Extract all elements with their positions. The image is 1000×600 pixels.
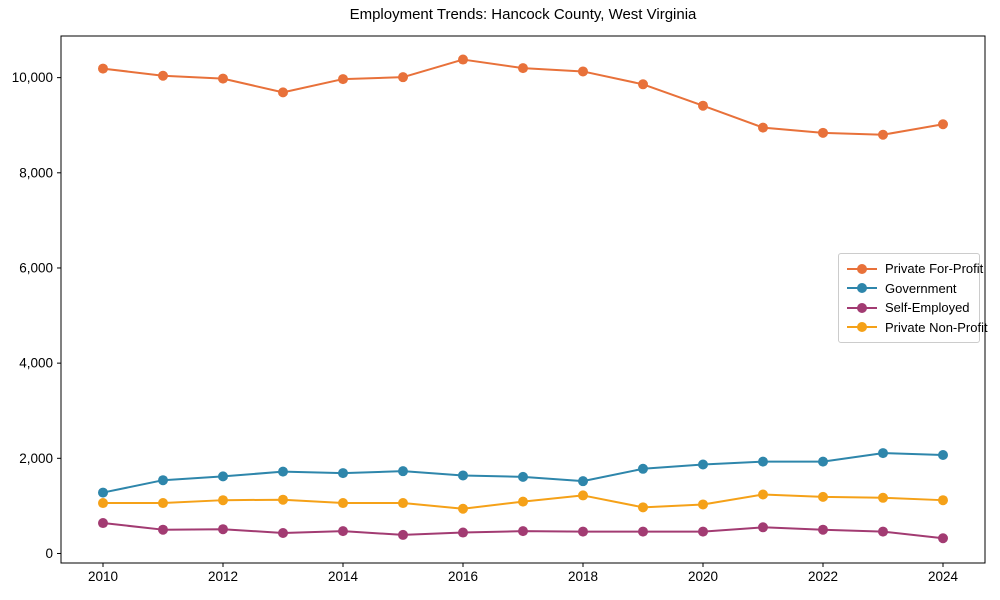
series-marker-private-for-profit bbox=[338, 74, 348, 85]
series-marker-government bbox=[158, 475, 168, 486]
series-marker-self-employed bbox=[938, 533, 948, 544]
series-marker-self-employed bbox=[398, 529, 408, 540]
legend-line-marker-icon bbox=[847, 283, 877, 294]
y-axis-tick-label: 0 bbox=[45, 546, 53, 561]
series-marker-private-non-profit bbox=[278, 494, 288, 505]
legend-item-private-non-profit: Private Non-Profit bbox=[846, 318, 988, 337]
series-marker-private-for-profit bbox=[98, 63, 108, 74]
series-marker-private-for-profit bbox=[698, 100, 708, 111]
series-marker-private-non-profit bbox=[698, 499, 708, 510]
series-marker-government bbox=[338, 468, 348, 479]
series-marker-self-employed bbox=[338, 526, 348, 537]
series-marker-private-non-profit bbox=[98, 498, 108, 509]
y-axis-tick-label: 8,000 bbox=[19, 165, 53, 180]
legend-item-label: Private For-Profit bbox=[885, 261, 984, 276]
series-marker-private-for-profit bbox=[218, 73, 228, 84]
series-marker-private-for-profit bbox=[278, 87, 288, 98]
series-marker-government bbox=[698, 459, 708, 470]
legend-item-private-for-profit: Private For-Profit bbox=[846, 259, 983, 278]
series-marker-government bbox=[578, 476, 588, 487]
series-marker-self-employed bbox=[218, 524, 228, 535]
x-axis-tick-label: 2020 bbox=[688, 569, 718, 584]
series-marker-private-for-profit bbox=[938, 119, 948, 130]
series-marker-private-non-profit bbox=[878, 492, 888, 503]
series-marker-self-employed bbox=[578, 526, 588, 537]
legend: Private For-Profit Government Self-Employe… bbox=[838, 253, 988, 343]
series-marker-self-employed bbox=[458, 527, 468, 538]
series-private-non-profit bbox=[98, 489, 948, 514]
series-marker-private-non-profit bbox=[218, 495, 228, 506]
series-marker-self-employed bbox=[638, 526, 648, 537]
series-private-for-profit bbox=[98, 54, 948, 140]
series-marker-government bbox=[98, 487, 108, 498]
y-axis-tick-label: 4,000 bbox=[19, 356, 53, 371]
series-marker-private-non-profit bbox=[458, 503, 468, 514]
series-marker-private-non-profit bbox=[938, 495, 948, 506]
series-government bbox=[98, 448, 948, 498]
series-marker-private-non-profit bbox=[578, 490, 588, 501]
series-marker-private-non-profit bbox=[398, 498, 408, 509]
series-marker-government bbox=[458, 470, 468, 481]
legend-item-label: Private Non-Profit bbox=[885, 319, 988, 335]
x-axis-tick-label: 2022 bbox=[808, 569, 838, 584]
series-marker-private-for-profit bbox=[398, 72, 408, 83]
x-axis-tick-label: 2018 bbox=[568, 569, 598, 584]
x-axis-tick-label: 2010 bbox=[88, 569, 118, 584]
chart-title: Employment Trends: Hancock County, West … bbox=[349, 6, 697, 23]
series-marker-government bbox=[638, 463, 648, 474]
series-marker-private-non-profit bbox=[638, 502, 648, 513]
series-marker-self-employed bbox=[758, 522, 768, 533]
series-marker-private-for-profit bbox=[638, 79, 648, 90]
legend-item-label: Self-Employed bbox=[885, 300, 970, 316]
series-marker-government bbox=[818, 456, 828, 467]
series-marker-private-for-profit bbox=[758, 122, 768, 133]
y-axis-tick-label: 2,000 bbox=[19, 451, 53, 466]
series-marker-self-employed bbox=[158, 524, 168, 535]
y-axis-tick-label: 10,000 bbox=[12, 70, 53, 85]
series-marker-self-employed bbox=[518, 526, 528, 537]
series-marker-private-for-profit bbox=[578, 66, 588, 77]
legend-item-government: Government bbox=[846, 279, 972, 298]
series-marker-self-employed bbox=[698, 526, 708, 537]
series-marker-private-for-profit bbox=[818, 127, 828, 138]
legend-line-marker-icon bbox=[847, 302, 877, 313]
legend-line-marker-icon bbox=[847, 263, 877, 274]
series-marker-self-employed bbox=[818, 524, 828, 535]
series-self-employed bbox=[98, 518, 948, 544]
series-marker-government bbox=[398, 466, 408, 477]
x-axis-tick-label: 2014 bbox=[328, 569, 359, 584]
series-marker-private-non-profit bbox=[818, 491, 828, 502]
legend-item-self-employed: Self-Employed bbox=[846, 298, 972, 317]
x-axis-tick-label: 2012 bbox=[208, 569, 238, 584]
series-marker-private-non-profit bbox=[518, 496, 528, 507]
x-axis-tick-label: 2016 bbox=[448, 569, 478, 584]
legend-line-marker-icon bbox=[847, 322, 877, 333]
series-marker-private-for-profit bbox=[878, 129, 888, 140]
legend-item-label: Government bbox=[885, 280, 957, 296]
series-marker-government bbox=[938, 449, 948, 460]
series-marker-private-non-profit bbox=[758, 489, 768, 500]
series-marker-government bbox=[758, 456, 768, 467]
series-marker-self-employed bbox=[98, 518, 108, 529]
series-marker-government bbox=[278, 466, 288, 477]
series-marker-government bbox=[878, 448, 888, 459]
axes-frame bbox=[60, 35, 986, 564]
x-axis-tick-label: 2024 bbox=[928, 569, 959, 584]
series-marker-private-for-profit bbox=[518, 63, 528, 74]
series-marker-private-non-profit bbox=[158, 498, 168, 509]
series-marker-self-employed bbox=[878, 526, 888, 537]
series-marker-government bbox=[518, 471, 528, 482]
series-marker-private-for-profit bbox=[158, 70, 168, 81]
series-marker-private-for-profit bbox=[458, 54, 468, 65]
y-axis-tick-label: 6,000 bbox=[19, 260, 53, 275]
series-marker-government bbox=[218, 471, 228, 482]
series-marker-self-employed bbox=[278, 528, 288, 539]
series-marker-private-non-profit bbox=[338, 498, 348, 509]
